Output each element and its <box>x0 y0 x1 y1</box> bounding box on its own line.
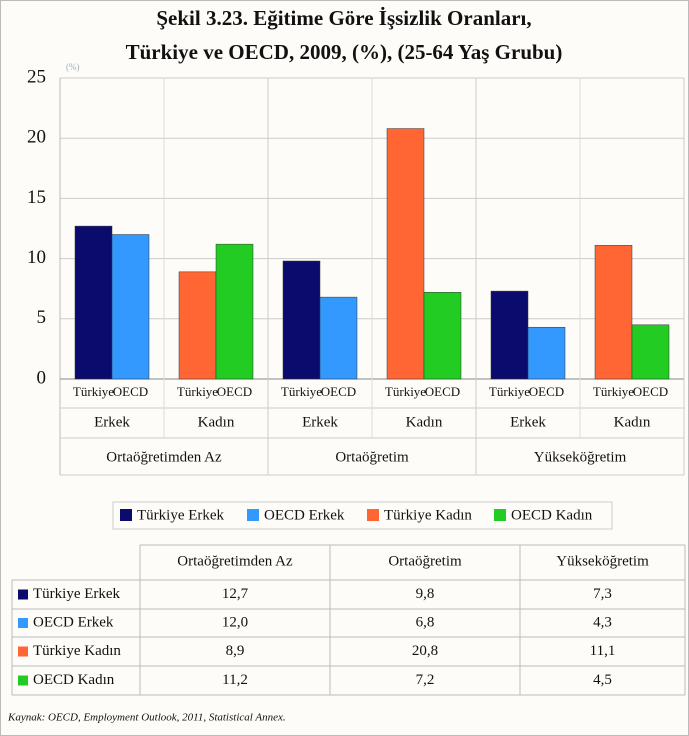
y-tick-label: 25 <box>27 66 46 87</box>
bar-label: Türkiye <box>385 384 426 399</box>
table-cell: 7,2 <box>416 672 435 688</box>
y-tick-label: 20 <box>27 127 46 148</box>
table-cell: 9,8 <box>416 586 435 602</box>
bar-label: Türkiye <box>73 384 114 399</box>
legend-swatch <box>18 675 28 686</box>
table-cell: 8,9 <box>226 643 245 659</box>
bar <box>490 290 529 380</box>
table-cell: 20,8 <box>412 643 438 659</box>
legend-swatch <box>18 618 28 628</box>
chart-title: Türkiye ve OECD, 2009, (%), (25-64 Yaş G… <box>126 40 563 64</box>
legend-swatch <box>18 646 28 657</box>
table-row-label: OECD Kadın <box>33 672 115 688</box>
table-cell: 11,1 <box>590 643 616 659</box>
table-header: Ortaöğretim <box>388 553 462 569</box>
bar <box>178 271 217 380</box>
bar <box>215 243 254 380</box>
legend-label: OECD Kadın <box>511 507 593 523</box>
bar-label: Türkiye <box>281 384 322 399</box>
bar-label: OECD <box>217 384 252 399</box>
source: Kaynak: OECD, Employment Outlook, 2011, … <box>7 712 286 724</box>
group-label: Ortaöğretimden Az <box>106 449 222 465</box>
bar-label: OECD <box>321 384 356 399</box>
group-label: Ortaöğretim <box>335 449 409 465</box>
legend-label: Türkiye Kadın <box>384 507 472 523</box>
table-cell: 12,0 <box>222 614 248 630</box>
legend-box <box>112 501 613 530</box>
group-label: Yükseköğretim <box>534 449 627 465</box>
table-cell: 6,8 <box>416 614 435 630</box>
y-tick-label: 5 <box>37 307 47 328</box>
bar-label: OECD <box>425 384 460 399</box>
legend-label: Türkiye Erkek <box>137 507 225 523</box>
table-cell: 4,5 <box>593 672 612 688</box>
bar <box>631 324 670 380</box>
chart-title: Şekil 3.23. Eğitime Göre İşsizlik Oranla… <box>156 6 531 30</box>
legend-swatch <box>494 509 506 521</box>
table-row-label: Türkiye Kadın <box>33 643 121 659</box>
bar <box>111 234 150 380</box>
bar-label: OECD <box>113 384 148 399</box>
bar <box>594 245 633 380</box>
legend-swatch <box>18 589 28 600</box>
legend-swatch <box>367 509 379 521</box>
legend-swatch <box>247 509 259 521</box>
bar <box>386 128 425 380</box>
subgroup-label: Kadın <box>614 414 651 430</box>
subgroup-label: Erkek <box>302 414 338 430</box>
table-cell: 11,2 <box>222 672 248 688</box>
table-cell: 12,7 <box>222 586 249 602</box>
legend-swatch <box>120 509 132 521</box>
table-row-label: Türkiye Erkek <box>33 586 121 602</box>
table-cell: 4,3 <box>593 614 612 630</box>
y-tick-label: 10 <box>27 247 46 268</box>
table-header: Yükseköğretim <box>556 553 649 569</box>
bar <box>423 292 462 380</box>
bar-label: Türkiye <box>177 384 218 399</box>
bar <box>527 326 566 380</box>
y-tick-label: 15 <box>27 187 46 208</box>
bar-label: Türkiye <box>489 384 530 399</box>
table-cell: 7,3 <box>593 586 612 602</box>
bar-label: Türkiye <box>593 384 634 399</box>
y-tick-label: 0 <box>37 367 47 388</box>
bar <box>319 296 358 380</box>
subgroup-label: Kadın <box>198 414 235 430</box>
table-row-label: OECD Erkek <box>33 614 114 630</box>
legend-label: OECD Erkek <box>264 507 345 523</box>
subgroup-label: Kadın <box>406 414 443 430</box>
bar-label: OECD <box>633 384 668 399</box>
bar <box>74 225 113 380</box>
subgroup-label: Erkek <box>94 414 130 430</box>
subgroup-label: Erkek <box>510 414 546 430</box>
bar-label: OECD <box>529 384 564 399</box>
bar <box>282 260 321 380</box>
unit-label: (%) <box>66 62 80 72</box>
table-header: Ortaöğretimden Az <box>177 553 293 569</box>
